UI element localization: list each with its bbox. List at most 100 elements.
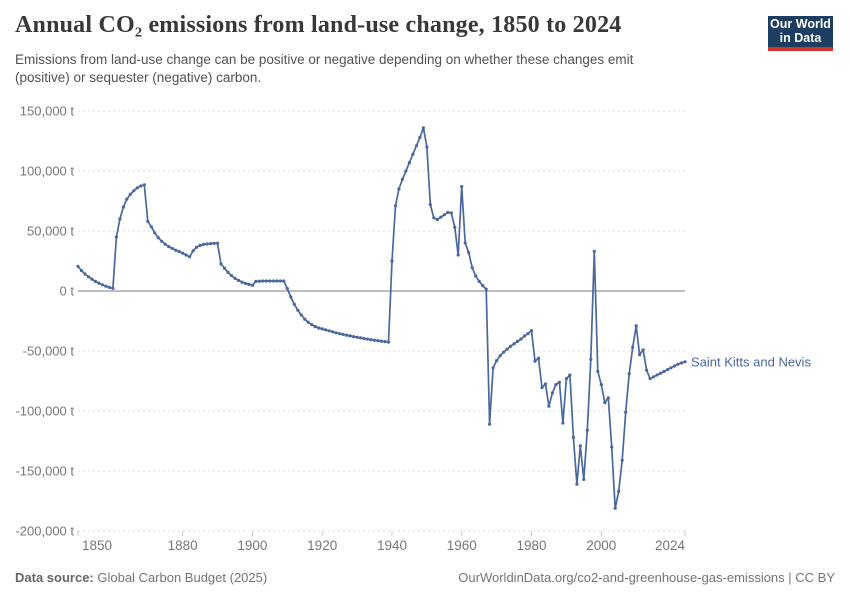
data-point[interactable] bbox=[582, 477, 586, 481]
data-point[interactable] bbox=[257, 279, 261, 283]
data-point[interactable] bbox=[557, 380, 562, 384]
data-point[interactable] bbox=[383, 340, 387, 344]
data-point[interactable] bbox=[372, 338, 377, 342]
data-point[interactable] bbox=[456, 253, 460, 257]
data-point[interactable] bbox=[359, 336, 363, 340]
data-point[interactable] bbox=[509, 344, 513, 348]
data-point[interactable] bbox=[264, 279, 268, 283]
data-point[interactable] bbox=[589, 357, 593, 361]
data-point[interactable] bbox=[421, 126, 425, 130]
data-point[interactable] bbox=[125, 197, 129, 201]
data-point[interactable] bbox=[369, 338, 373, 342]
data-point[interactable] bbox=[90, 277, 94, 281]
data-point[interactable] bbox=[76, 264, 80, 268]
data-point[interactable] bbox=[198, 243, 202, 247]
data-point[interactable] bbox=[114, 235, 118, 239]
data-point[interactable] bbox=[278, 279, 282, 283]
data-point[interactable] bbox=[435, 218, 439, 222]
data-point[interactable] bbox=[631, 345, 635, 349]
data-point[interactable] bbox=[617, 489, 621, 493]
data-point[interactable] bbox=[177, 250, 181, 254]
data-point[interactable] bbox=[599, 383, 603, 387]
data-point[interactable] bbox=[439, 215, 443, 219]
data-point[interactable] bbox=[540, 386, 544, 390]
data-point[interactable] bbox=[543, 382, 548, 386]
data-point[interactable] bbox=[79, 269, 84, 273]
data-point[interactable] bbox=[550, 391, 555, 395]
data-point[interactable] bbox=[474, 274, 478, 278]
data-point[interactable] bbox=[613, 506, 617, 510]
data-point[interactable] bbox=[547, 404, 551, 408]
data-point[interactable] bbox=[139, 184, 143, 188]
data-point[interactable] bbox=[414, 144, 418, 148]
data-point[interactable] bbox=[352, 335, 356, 339]
data-point[interactable] bbox=[142, 183, 146, 187]
data-point[interactable] bbox=[666, 368, 670, 372]
data-point[interactable] bbox=[554, 383, 558, 387]
data-point[interactable] bbox=[236, 278, 241, 282]
data-point[interactable] bbox=[289, 295, 293, 299]
data-point[interactable] bbox=[299, 313, 303, 317]
data-point[interactable] bbox=[310, 323, 314, 327]
data-point[interactable] bbox=[603, 401, 607, 405]
data-point[interactable] bbox=[536, 356, 541, 360]
data-point[interactable] bbox=[100, 283, 104, 287]
data-point[interactable] bbox=[676, 362, 680, 366]
data-point[interactable] bbox=[453, 225, 457, 229]
data-point[interactable] bbox=[526, 332, 530, 336]
data-point[interactable] bbox=[561, 421, 565, 425]
data-point[interactable] bbox=[296, 308, 300, 312]
data-point[interactable] bbox=[505, 347, 509, 351]
data-point[interactable] bbox=[292, 302, 296, 306]
data-point[interactable] bbox=[331, 330, 335, 334]
data-point[interactable] bbox=[491, 366, 495, 370]
data-point[interactable] bbox=[659, 371, 663, 375]
data-point[interactable] bbox=[495, 359, 499, 363]
data-point[interactable] bbox=[669, 366, 673, 370]
data-point[interactable] bbox=[306, 320, 310, 324]
data-point[interactable] bbox=[418, 135, 422, 139]
data-point[interactable] bbox=[345, 333, 349, 337]
data-point[interactable] bbox=[516, 339, 520, 343]
data-point[interactable] bbox=[460, 185, 464, 189]
data-point[interactable] bbox=[407, 161, 411, 165]
data-point[interactable] bbox=[327, 329, 331, 333]
data-point[interactable] bbox=[606, 396, 610, 400]
data-point[interactable] bbox=[477, 279, 481, 283]
data-point[interactable] bbox=[174, 248, 178, 252]
data-point[interactable] bbox=[571, 435, 576, 439]
emissions-line[interactable] bbox=[77, 126, 686, 510]
data-point[interactable] bbox=[564, 377, 569, 381]
data-point[interactable] bbox=[243, 281, 247, 285]
data-point[interactable] bbox=[184, 253, 188, 257]
data-point[interactable] bbox=[285, 287, 289, 291]
data-point[interactable] bbox=[404, 169, 408, 173]
data-point[interactable] bbox=[271, 279, 275, 283]
data-point[interactable] bbox=[97, 281, 101, 285]
data-point[interactable] bbox=[275, 279, 279, 283]
data-point[interactable] bbox=[160, 239, 164, 243]
data-point[interactable] bbox=[386, 340, 391, 344]
data-point[interactable] bbox=[303, 317, 307, 321]
data-point[interactable] bbox=[233, 276, 237, 280]
data-point[interactable] bbox=[627, 372, 631, 376]
data-point[interactable] bbox=[463, 241, 467, 245]
data-point[interactable] bbox=[86, 275, 91, 279]
data-point[interactable] bbox=[575, 482, 579, 486]
data-point[interactable] bbox=[502, 350, 506, 354]
data-point[interactable] bbox=[341, 332, 345, 336]
data-point[interactable] bbox=[655, 373, 659, 377]
data-point[interactable] bbox=[128, 192, 132, 196]
entity-label[interactable]: Saint Kitts and Nevis bbox=[691, 354, 811, 369]
owid-url-link[interactable]: OurWorldinData.org/co2-and-greenhouse-ga… bbox=[458, 570, 835, 585]
data-point[interactable] bbox=[215, 241, 220, 245]
data-point[interactable] bbox=[446, 210, 450, 214]
data-point[interactable] bbox=[205, 242, 209, 246]
data-point[interactable] bbox=[320, 327, 324, 331]
data-point[interactable] bbox=[104, 284, 108, 288]
data-point[interactable] bbox=[390, 259, 394, 263]
data-point[interactable] bbox=[250, 283, 254, 287]
data-point[interactable] bbox=[170, 246, 174, 250]
data-point[interactable] bbox=[376, 339, 380, 343]
data-point[interactable] bbox=[195, 245, 199, 249]
